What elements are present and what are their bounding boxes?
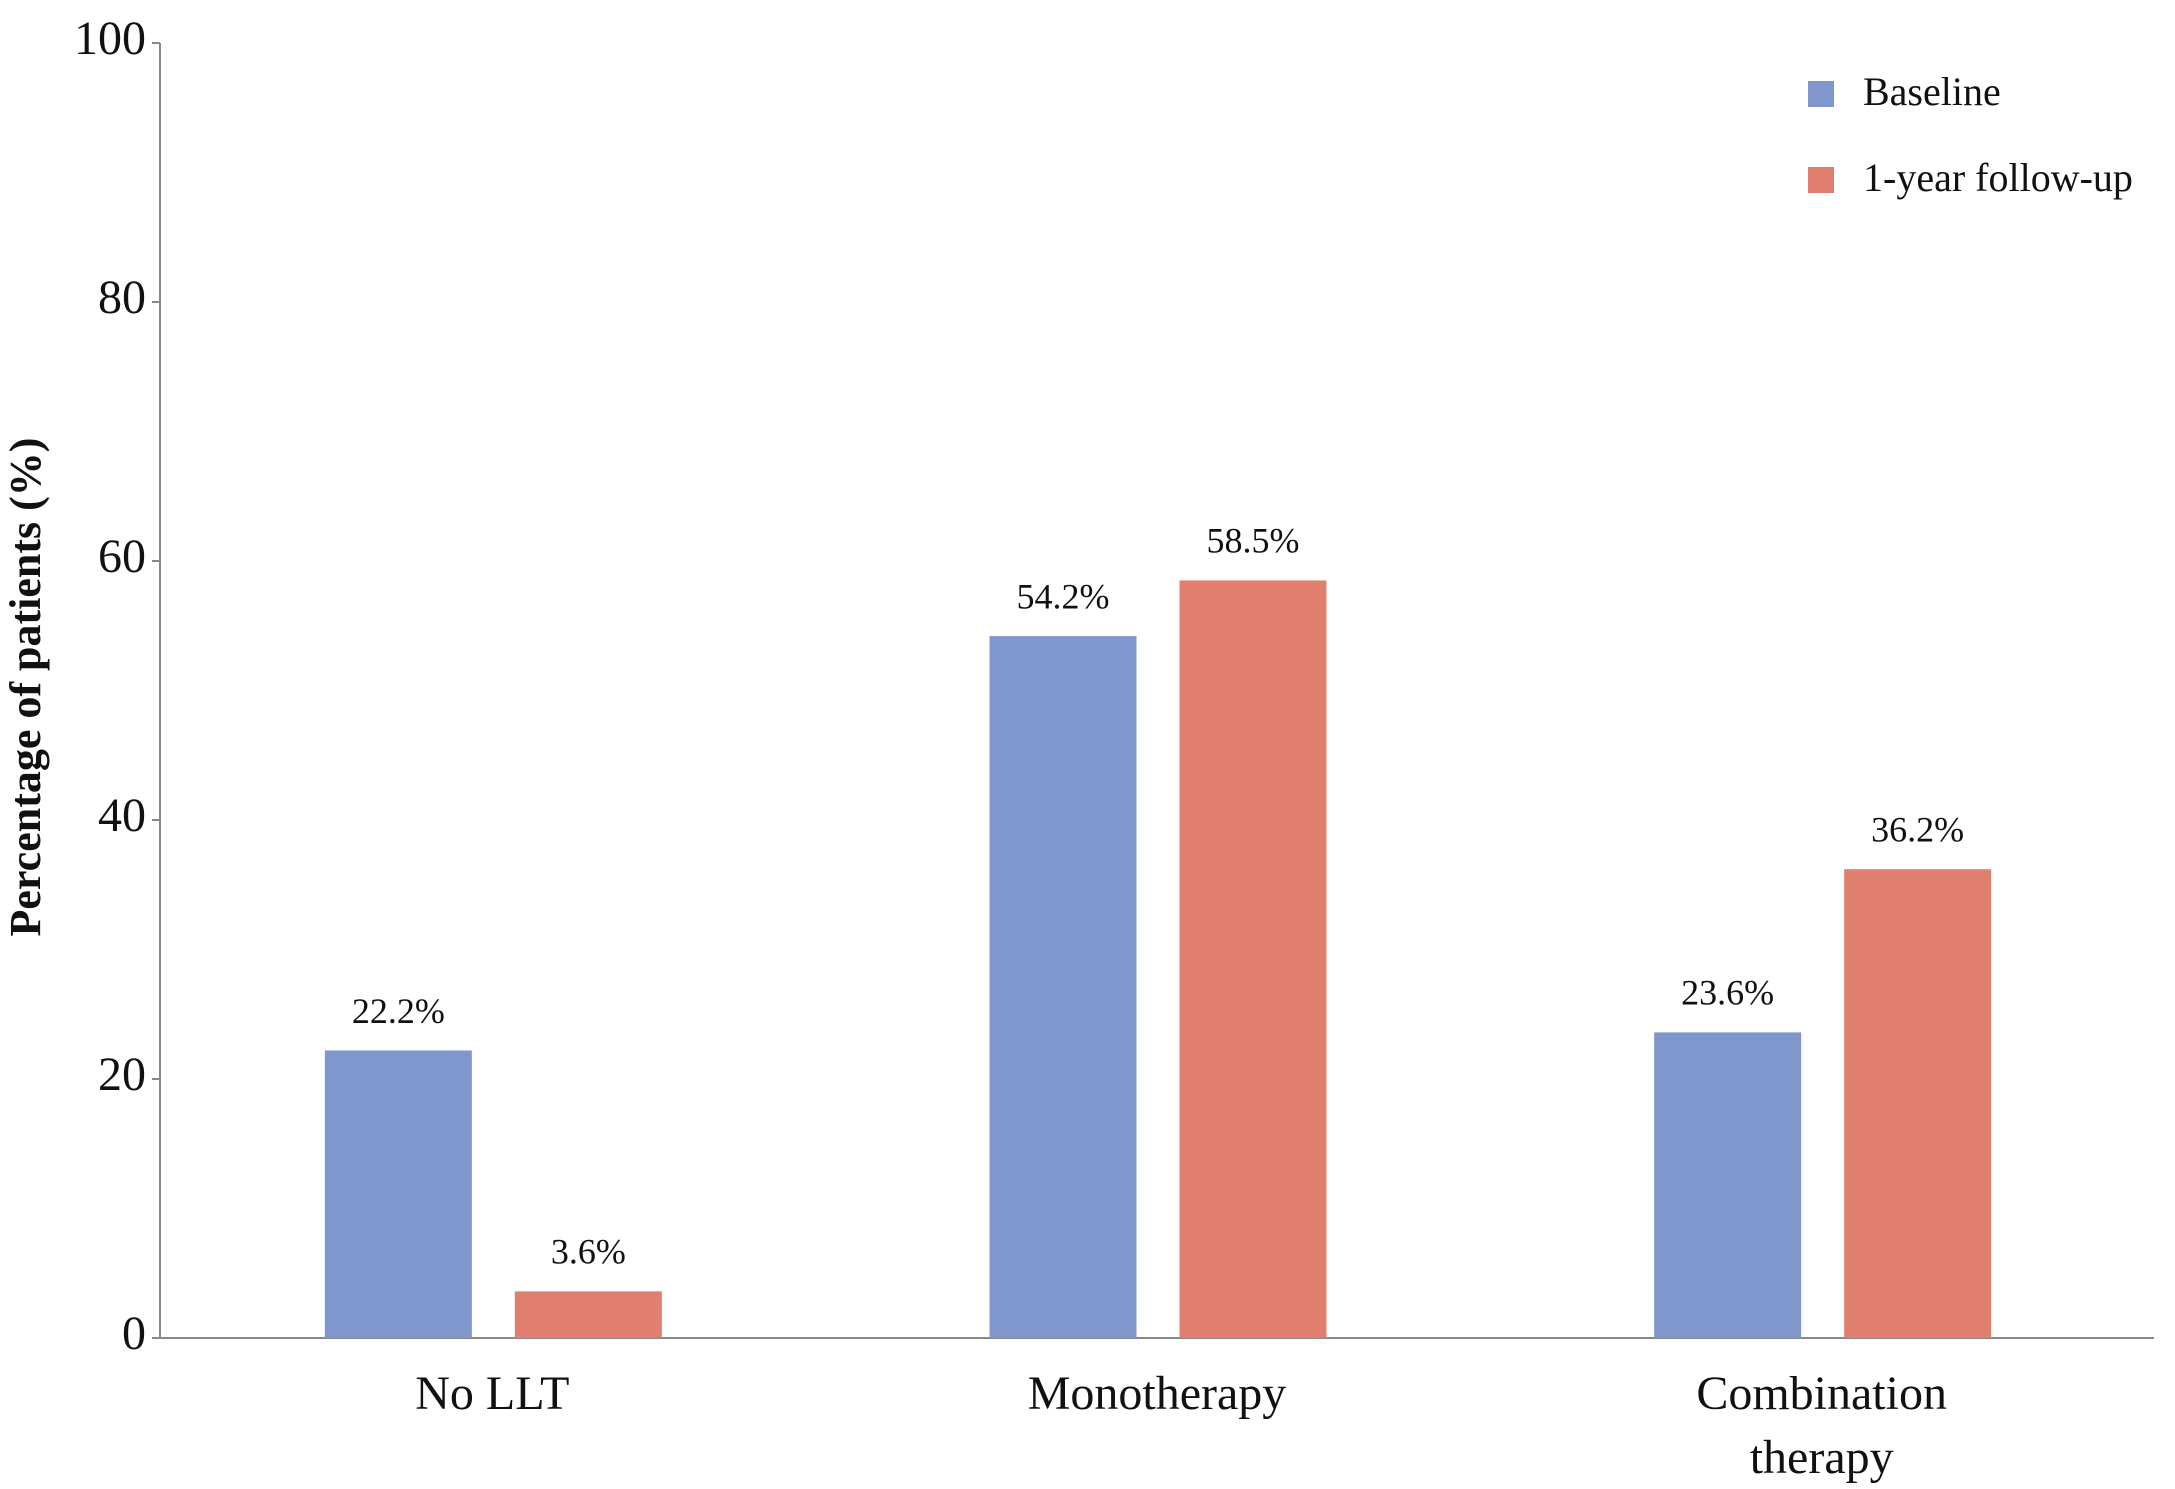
- bar: [1179, 580, 1327, 1338]
- y-axis-title: Percentage of patients (%): [1, 438, 50, 937]
- value-label: 3.6%: [551, 1232, 626, 1272]
- value-label: 36.2%: [1871, 809, 1964, 849]
- legend-label: 1-year follow-up: [1863, 155, 2133, 200]
- value-label: 23.6%: [1681, 973, 1774, 1013]
- legend-swatch: [1808, 81, 1834, 107]
- x-tick-label: No LLT: [415, 1367, 570, 1420]
- value-label: 54.2%: [1017, 576, 1110, 616]
- y-tick-label: 80: [98, 271, 146, 324]
- y-tick-label: 100: [74, 12, 146, 65]
- legend-label: Baseline: [1863, 69, 2001, 114]
- bar: [324, 1050, 472, 1338]
- bar: [1844, 869, 1992, 1338]
- bar: [1654, 1032, 1802, 1338]
- x-tick-label: Monotherapy: [1027, 1367, 1287, 1420]
- bar: [989, 636, 1137, 1338]
- y-tick-label: 20: [98, 1048, 146, 1101]
- legend-swatch: [1808, 167, 1834, 193]
- value-label: 22.2%: [352, 991, 445, 1031]
- y-tick-label: 0: [122, 1307, 146, 1360]
- bar: [514, 1291, 662, 1338]
- value-label: 58.5%: [1207, 521, 1300, 561]
- x-tick-label: Combination therapy: [1696, 1367, 1947, 1484]
- y-tick-label: 40: [98, 789, 146, 842]
- y-tick-label: 60: [98, 530, 146, 583]
